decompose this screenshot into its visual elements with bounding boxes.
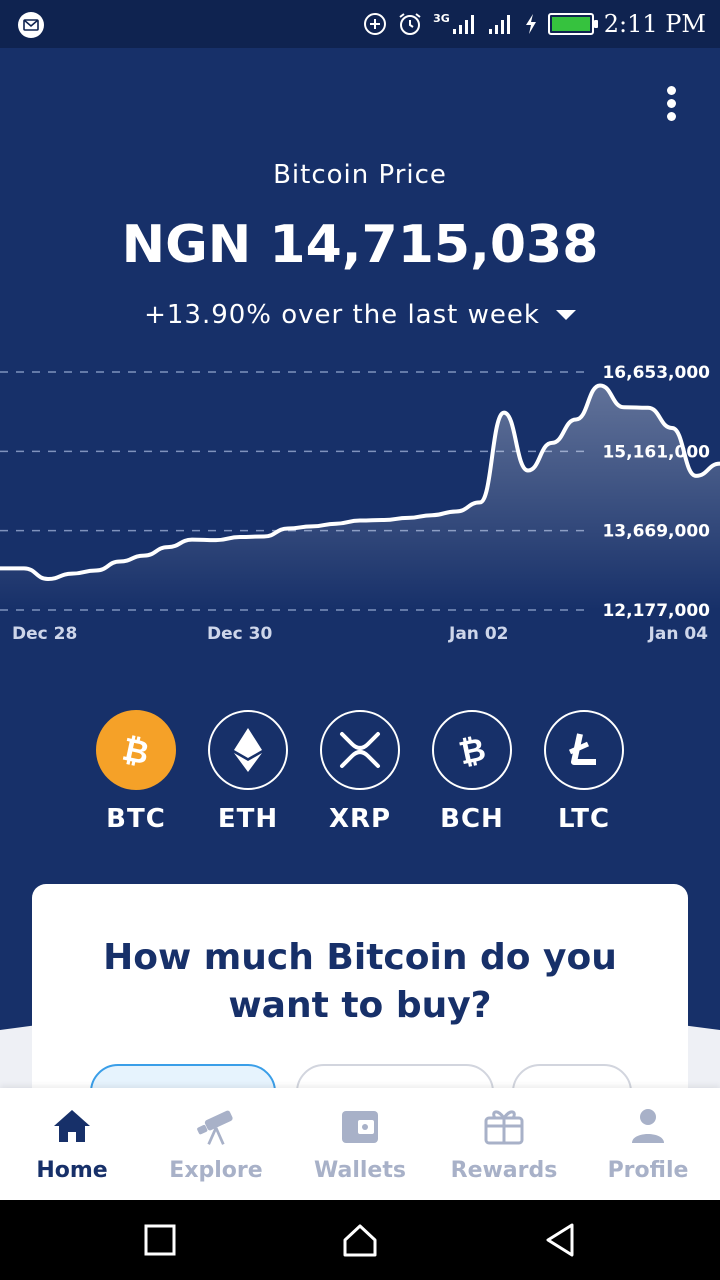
charging-icon — [525, 14, 536, 34]
x-tick-label: Jan 04 — [648, 624, 709, 644]
mail-notification-icon — [18, 12, 44, 38]
change-period-dropdown[interactable]: +13.90% over the last week — [0, 300, 720, 330]
litecoin-icon — [544, 710, 624, 790]
tab-label: Home — [36, 1158, 108, 1183]
x-tick-label: Dec 28 — [12, 624, 77, 644]
svg-text:₿: ₿ — [456, 730, 489, 772]
tab-home[interactable]: Home — [0, 1088, 144, 1200]
ethereum-icon — [208, 710, 288, 790]
coin-label: BCH — [440, 804, 504, 834]
alarm-icon — [399, 13, 421, 35]
network-type-label: 3G — [433, 11, 450, 25]
overflow-menu-button[interactable] — [650, 82, 694, 126]
x-tick-label: Jan 02 — [448, 624, 508, 644]
y-tick-label: 16,653,000 — [602, 363, 710, 383]
current-price: NGN 14,715,038 — [121, 215, 599, 275]
y-tick-label: 12,177,000 — [602, 601, 710, 621]
bottom-tab-bar: Home Explore Wallets Rewards Profile — [0, 1088, 720, 1200]
coin-bch[interactable]: ₿ BCH — [432, 710, 512, 834]
chevron-down-icon — [555, 310, 576, 320]
price-area-fill — [0, 385, 720, 610]
home-button[interactable] — [340, 1220, 380, 1260]
tab-explore[interactable]: Explore — [144, 1088, 288, 1200]
x-tick-label: Dec 30 — [207, 624, 272, 644]
buy-question-line2: want to buy? — [228, 985, 492, 1026]
tab-rewards[interactable]: Rewards — [432, 1088, 576, 1200]
buy-amount-card: How much Bitcoin do you want to buy? — [32, 884, 688, 1124]
back-button[interactable] — [540, 1220, 580, 1260]
battery-icon — [547, 13, 598, 35]
signal-icon — [452, 15, 474, 34]
home-icon — [50, 1104, 94, 1148]
tab-label: Explore — [169, 1158, 263, 1183]
status-bar: 3G 2:11 PM — [0, 0, 720, 48]
person-icon — [626, 1104, 670, 1148]
coin-label: ETH — [217, 804, 279, 834]
recent-apps-button[interactable] — [140, 1220, 180, 1260]
coin-xrp[interactable]: XRP — [320, 710, 400, 834]
bitcoin-icon: ₿ — [96, 710, 176, 790]
y-tick-label: 15,161,000 — [602, 442, 710, 462]
buy-question-title: How much Bitcoin do you want to buy? — [72, 934, 648, 1030]
xrp-icon — [320, 710, 400, 790]
price-chart[interactable]: 16,653,000 15,161,000 13,669,000 12,177,000… — [0, 355, 720, 655]
telescope-icon — [194, 1104, 238, 1148]
signal-icon — [488, 15, 510, 34]
coin-btc[interactable]: ₿ BTC — [96, 710, 176, 834]
price-change-text: +13.90% over the last week — [144, 300, 540, 330]
coin-eth[interactable]: ETH — [208, 710, 288, 834]
gift-icon — [482, 1104, 526, 1148]
coin-selector: ₿ BTC ETH XRP ₿ BCH LTC — [96, 710, 624, 834]
tab-wallets[interactable]: Wallets — [288, 1088, 432, 1200]
buy-question-line1: How much Bitcoin do you — [103, 937, 617, 978]
add-circle-icon — [364, 13, 387, 35]
status-time: 2:11 PM — [603, 10, 706, 38]
system-navigation-bar — [0, 1200, 720, 1280]
tab-label: Rewards — [450, 1158, 558, 1183]
coin-ltc[interactable]: LTC — [544, 710, 624, 834]
price-line — [0, 383, 720, 581]
coin-label: BTC — [106, 804, 166, 834]
bitcoin-cash-icon: ₿ — [432, 710, 512, 790]
wallet-icon — [338, 1104, 382, 1148]
coin-label: LTC — [557, 804, 611, 834]
tab-label: Wallets — [314, 1158, 406, 1183]
coin-label: XRP — [328, 804, 392, 834]
tab-label: Profile — [607, 1158, 689, 1183]
page-title: Bitcoin Price — [273, 160, 447, 190]
svg-text:₿: ₿ — [119, 730, 152, 772]
tab-profile[interactable]: Profile — [576, 1088, 720, 1200]
y-tick-label: 13,669,000 — [602, 522, 710, 542]
